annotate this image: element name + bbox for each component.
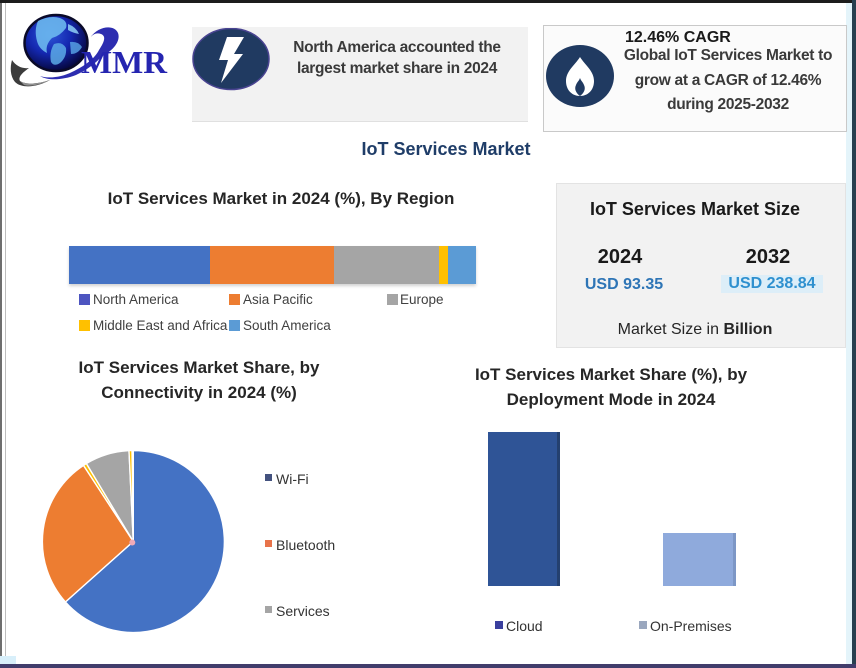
svg-text:MMR: MMR <box>81 44 168 80</box>
